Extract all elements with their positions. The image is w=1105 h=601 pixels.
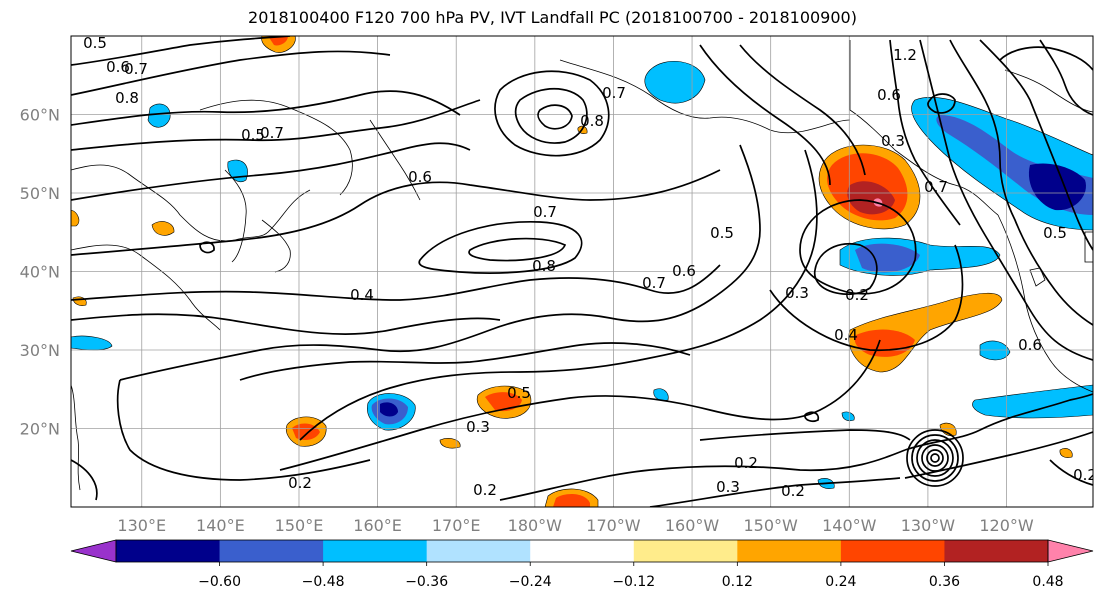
coastlines	[71, 40, 1093, 491]
colorbar-segment	[840, 540, 945, 562]
map-frame	[70, 35, 1094, 508]
latitude-label: 60°N	[20, 106, 60, 125]
contour-label: 0.2	[288, 474, 312, 492]
contour-label: 0.7	[924, 178, 948, 196]
contour-label: 0.3	[716, 478, 740, 496]
contour-label: 0.6	[877, 86, 901, 104]
contour-label: 0.5	[507, 384, 531, 402]
colorbar-tick-label: −0.24	[509, 574, 552, 590]
contour-label: 0.3	[466, 418, 490, 436]
contour-label: 0.2	[845, 286, 869, 304]
colorbar-tick-label: 0.36	[929, 574, 960, 590]
colorbar-tick-label: −0.12	[612, 574, 655, 590]
contour-label: 0.7	[533, 203, 557, 221]
colorbar-tick-label: 0.24	[825, 574, 856, 590]
longitude-labels: 130°E 140°E 150°E 160°E 170°E 180°W 170°W 160°W…	[117, 516, 1033, 535]
contour-label: 0.7	[260, 124, 284, 142]
contour-label: 0.4	[350, 286, 374, 304]
longitude-label: 140°E	[196, 516, 245, 535]
latitude-label: 40°N	[20, 263, 60, 282]
contour-label: 0.4	[834, 326, 858, 344]
colorbar-segment	[426, 540, 531, 562]
longitude-label: 140°W	[822, 516, 877, 535]
longitude-label: 170°W	[586, 516, 641, 535]
colorbar-segment	[530, 540, 635, 562]
colorbar-segment	[219, 540, 324, 562]
longitude-label: 160°W	[665, 516, 720, 535]
longitude-label: 120°W	[979, 516, 1034, 535]
contour-label: 0.2	[473, 481, 497, 499]
latitude-labels: 60°N 50°N 40°N 30°N 20°N	[20, 106, 60, 439]
colorbar-tick-label: 0.48	[1032, 574, 1063, 590]
colorbar-tick-label: −0.60	[198, 574, 241, 590]
contour-label: 0.6	[672, 262, 696, 280]
longitude-label: 180°W	[508, 516, 563, 535]
contour-label: 0.3	[785, 284, 809, 302]
colorbar-tick-labels: −0.60 −0.48 −0.36 −0.24 −0.12 0.12 0.24 0.36 0.4…	[198, 562, 1064, 590]
colorbar-segment	[737, 540, 842, 562]
figure-title: 2018100400 F120 700 hPa PV, IVT Landfall…	[248, 8, 857, 27]
contour-label: 0.5	[83, 34, 107, 52]
contour-label: 0.2	[734, 454, 758, 472]
contour-label: 0.8	[580, 112, 604, 130]
contour-label: 0.2	[1073, 466, 1097, 484]
longitude-label: 150°W	[743, 516, 798, 535]
contour-label: 0.8	[532, 257, 556, 275]
colorbar-tick-label: −0.36	[405, 574, 448, 590]
colorbar	[70, 539, 1094, 563]
colorbar-segment	[944, 540, 1049, 562]
latitude-label: 50°N	[20, 184, 60, 203]
contour-label: 0.6	[1018, 336, 1042, 354]
colorbar-tick-label: −0.48	[302, 574, 345, 590]
contour-label: 1.2	[893, 46, 917, 64]
pc-shading	[71, 36, 1093, 507]
contour-labels: 0.50.60.70.80.80.70.60.50.70.80.40.70.60…	[83, 34, 1097, 500]
longitude-label: 150°E	[275, 516, 324, 535]
contour-label: 0.7	[642, 274, 666, 292]
longitude-label: 160°E	[353, 516, 402, 535]
contour-label: 0.7	[602, 84, 626, 102]
contour-label: 0.7	[124, 60, 148, 78]
contour-label: 0.8	[115, 89, 139, 107]
contour-label: 0.5	[710, 224, 734, 242]
contour-label: 0.2	[781, 482, 805, 500]
latitude-label: 20°N	[20, 420, 60, 439]
latitude-label: 30°N	[20, 341, 60, 360]
contour-label: 0.6	[408, 168, 432, 186]
colorbar-extend-min	[70, 539, 117, 563]
longitude-label: 130°E	[117, 516, 166, 535]
contour-label: 0.6	[106, 58, 130, 76]
longitude-label: 130°W	[901, 516, 956, 535]
colorbar-frame	[115, 539, 1049, 563]
colorbar-segment	[116, 540, 221, 562]
pv-contours	[71, 36, 1093, 507]
contour-label: 0.5	[1043, 224, 1067, 242]
colorbar-segment	[323, 540, 428, 562]
contour-label: 0.5	[241, 126, 265, 144]
colorbar-tick-label: 0.12	[722, 574, 753, 590]
contour-label: 0.3	[881, 132, 905, 150]
longitude-label: 170°E	[432, 516, 481, 535]
colorbar-segment	[633, 540, 738, 562]
colorbar-extend-max	[1047, 539, 1094, 563]
